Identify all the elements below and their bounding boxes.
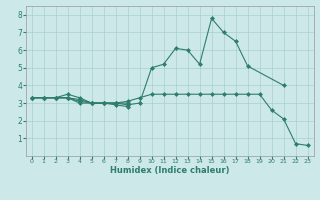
X-axis label: Humidex (Indice chaleur): Humidex (Indice chaleur): [110, 166, 229, 175]
